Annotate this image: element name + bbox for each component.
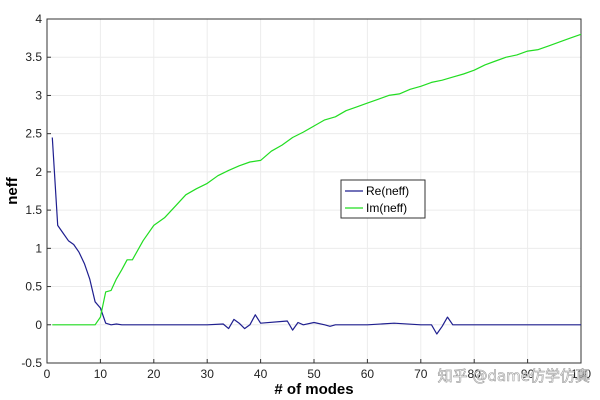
grid-lines [46,18,582,364]
x-tick-label: 100 [571,367,591,381]
x-axis-title: # of modes [274,381,353,398]
x-tick-label: 50 [307,367,321,381]
y-axis-title: neff [4,176,21,205]
x-tick-label: 20 [147,367,161,381]
x-tick-label: 10 [94,367,108,381]
x-tick-label: 70 [414,367,428,381]
x-tick-label: 40 [254,367,268,381]
series-lines [51,33,582,335]
legend: Re(neff) Im(neff) [340,179,426,219]
y-tick-label: 4 [35,12,42,26]
legend-label-re-neff: Re(neff) [366,184,409,198]
legend-box [340,179,426,219]
x-tick-label: 80 [468,367,482,381]
y-tick-label: 2 [35,165,42,179]
series-line-im-neff [52,33,582,326]
y-tick-label: -0.5 [21,356,42,370]
x-tick-label: 0 [44,367,51,381]
axis-ticks: -0.500.511.522.533.540 10 20 30 40 50 60 70 80 90… [21,12,591,381]
y-tick-label: 1 [35,241,42,255]
watermark: 知乎 @dame仿学仿真 [438,367,590,385]
y-tick-label: 0 [35,318,42,332]
y-tick-label: 3.5 [25,50,42,64]
y-tick-label: 2.5 [25,127,42,141]
y-tick-label: 0.5 [25,280,42,294]
x-tick-label: 90 [521,367,535,381]
series-line-re-neff [51,137,581,335]
x-tick-label: 60 [361,367,375,381]
y-tick-label: 1.5 [25,203,42,217]
legend-label-im-neff: Im(neff) [366,201,407,215]
x-tick-label: 30 [201,367,215,381]
y-tick-label: 3 [35,88,42,102]
